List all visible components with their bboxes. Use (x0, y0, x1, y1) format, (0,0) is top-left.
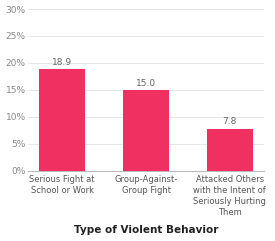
Text: 18.9: 18.9 (52, 58, 72, 67)
Text: 7.8: 7.8 (223, 117, 237, 127)
Bar (207, 129, 253, 171)
Text: 15.0: 15.0 (136, 79, 156, 88)
Bar (39, 69, 85, 171)
X-axis label: Type of Violent Behavior: Type of Violent Behavior (74, 225, 218, 235)
Bar (123, 90, 169, 171)
